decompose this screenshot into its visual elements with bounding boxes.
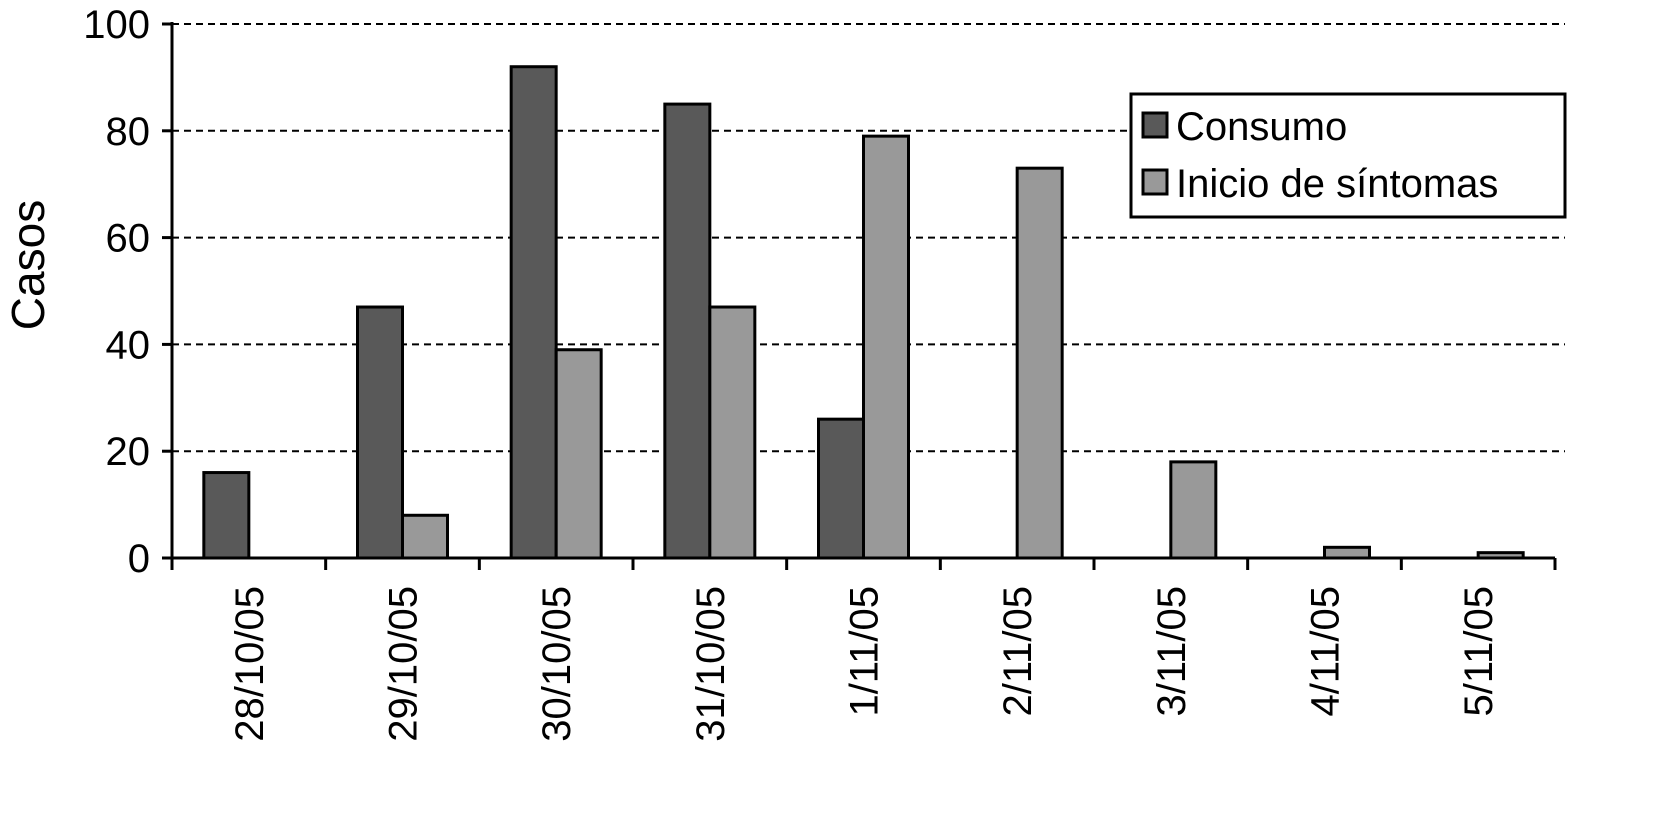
bar-inicio-de-s-ntomas-3-11-05: [1169, 460, 1218, 560]
x-tick-label: 31/10/05: [689, 586, 733, 742]
x-tick-label: 2/11/05: [996, 586, 1040, 717]
x-tick-labels: 28/10/05 29/10/05 30/10/05 31/10/05 1/11/05 2…: [228, 586, 1501, 742]
x-tick-label: 4/11/05: [1304, 586, 1348, 717]
y-tick-labels: 0 20 40 60 80 100: [83, 3, 150, 581]
bar-inicio-de-s-ntomas-2-11-05: [1015, 166, 1064, 560]
y-tick-label: 80: [106, 110, 151, 154]
axes: [162, 22, 1557, 570]
x-tick-label: 3/11/05: [1150, 586, 1194, 717]
bar-consumo-30-10-05: [509, 65, 558, 560]
y-axis-title: Casos: [2, 200, 54, 330]
y-tick-label: 40: [106, 323, 151, 367]
bar-consumo-1-11-05: [817, 417, 865, 560]
x-tick-label: 1/11/05: [843, 586, 887, 717]
bar-consumo-29-10-05: [356, 305, 404, 560]
y-tick-label: 100: [83, 3, 150, 47]
legend-box: [1129, 92, 1567, 219]
legend-label: Consumo: [1176, 105, 1347, 149]
bar-inicio-de-s-ntomas-30-10-05: [554, 348, 603, 560]
y-tick-label: 0: [128, 537, 150, 581]
x-tick-label: 29/10/05: [382, 586, 426, 742]
x-tick-label: 30/10/05: [535, 586, 579, 742]
x-tick-label: 28/10/05: [228, 586, 272, 742]
legend-swatch: [1141, 111, 1169, 139]
bar-inicio-de-s-ntomas-1-11-05: [862, 134, 910, 560]
x-tick-label: 5/11/05: [1457, 586, 1501, 717]
bar-inicio-de-s-ntomas-4-11-05: [1323, 545, 1371, 560]
bars: [202, 65, 1525, 560]
legend: Consumo Inicio de síntomas: [1129, 92, 1567, 219]
bar-inicio-de-s-ntomas-29-10-05: [401, 513, 449, 560]
y-tick-label: 60: [106, 217, 151, 261]
legend-label: Inicio de síntomas: [1176, 162, 1498, 206]
bar-inicio-de-s-ntomas-31-10-05: [708, 305, 757, 560]
y-tick-label: 20: [106, 430, 151, 474]
legend-swatch: [1141, 168, 1169, 196]
bar-consumo-31-10-05: [663, 102, 712, 560]
bar-consumo-28-10-05: [202, 471, 251, 560]
